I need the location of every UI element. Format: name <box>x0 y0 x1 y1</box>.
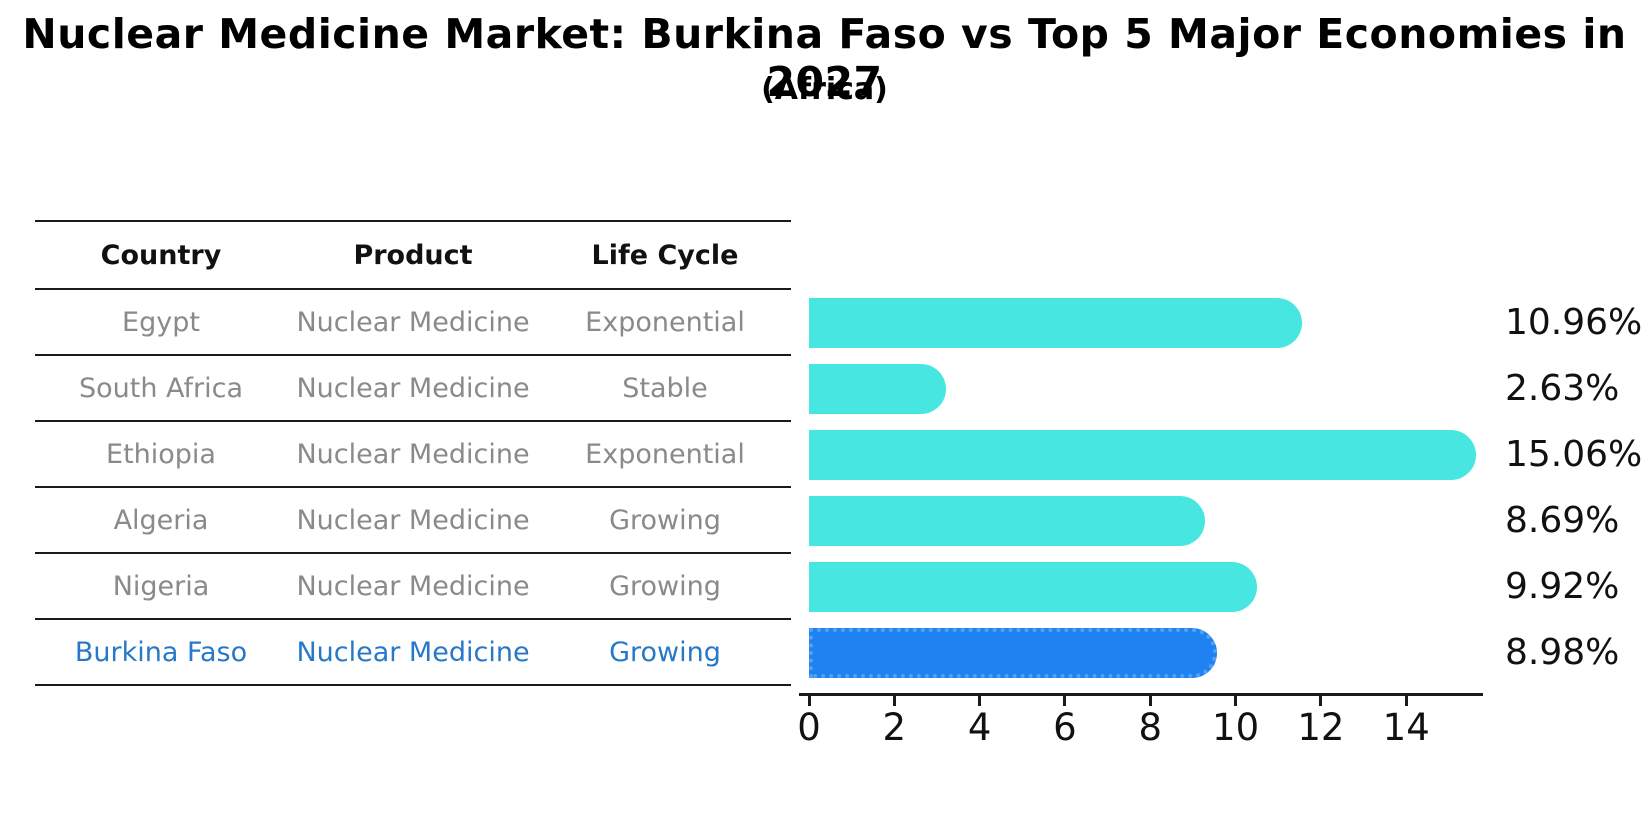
table-cell-product: Nuclear Medicine <box>296 306 530 338</box>
chart-title: Nuclear Medicine Market: Burkina Faso vs… <box>22 10 1627 106</box>
table-cell-product: Nuclear Medicine <box>296 438 530 470</box>
table-cell-product: Nuclear Medicine <box>296 636 530 668</box>
table-cell-country: Egypt <box>122 306 200 338</box>
x-axis-tick-label: 8 <box>1138 706 1163 749</box>
table-cell-country: Ethiopia <box>106 438 216 470</box>
table-header-life-cycle: Life Cycle <box>591 239 739 271</box>
bar <box>809 298 1302 348</box>
x-axis-spine <box>799 693 1483 696</box>
table-cell-life-cycle: Stable <box>622 372 708 404</box>
bar-highlight-burkina-faso <box>809 628 1218 678</box>
table-cell-product: Nuclear Medicine <box>296 372 530 404</box>
x-axis-tick <box>1319 696 1323 706</box>
table-row: Egypt Nuclear Medicine Exponential <box>35 290 791 356</box>
table-cell-life-cycle: Exponential <box>585 306 745 338</box>
bar <box>809 496 1205 546</box>
table-header-product: Product <box>353 239 473 271</box>
table-cell-country: Nigeria <box>112 570 210 602</box>
value-label: 2.63% <box>1505 368 1620 409</box>
x-axis-tick-label: 10 <box>1212 706 1260 749</box>
table-header-row: Country Product Life Cycle <box>35 222 791 290</box>
x-axis-tick <box>892 696 896 706</box>
table-cell-life-cycle: Growing <box>609 504 721 536</box>
table-cell-country: Burkina Faso <box>74 636 248 668</box>
x-axis-tick-label: 14 <box>1382 706 1430 749</box>
x-axis-tick-label: 12 <box>1297 706 1345 749</box>
country-table: Country Product Life Cycle Egypt Nuclear … <box>35 220 791 686</box>
table-cell-life-cycle: Growing <box>609 570 721 602</box>
table-cell-life-cycle: Growing <box>609 636 721 668</box>
bar <box>809 562 1258 612</box>
x-axis-tick-label: 6 <box>1053 706 1077 749</box>
table-cell-country: South Africa <box>78 372 244 404</box>
table-cell-country: Algeria <box>113 504 209 536</box>
table-header-country: Country <box>100 239 222 271</box>
chart-subtitle: (Africa) <box>761 72 888 107</box>
table-row: South Africa Nuclear Medicine Stable <box>35 356 791 422</box>
value-label: 10.96% <box>1505 302 1643 343</box>
table-body: Egypt Nuclear Medicine Exponential South Af… <box>35 290 791 686</box>
bar <box>809 364 947 414</box>
x-axis-tick <box>1234 696 1238 706</box>
x-axis-tick-label: 4 <box>967 706 992 749</box>
x-axis-tick <box>1404 696 1408 706</box>
x-axis-tick <box>1148 696 1152 706</box>
table-cell-product: Nuclear Medicine <box>296 570 530 602</box>
table-row: Algeria Nuclear Medicine Growing <box>35 488 791 554</box>
value-label: 9.92% <box>1505 566 1620 607</box>
x-axis-tick <box>1063 696 1067 706</box>
table-row: Ethiopia Nuclear Medicine Exponential <box>35 422 791 488</box>
value-label: 8.98% <box>1505 632 1620 673</box>
x-axis-tick-label: 2 <box>882 706 907 749</box>
value-label: 15.06% <box>1505 434 1643 475</box>
table-row: Burkina Faso Nuclear Medicine Growing <box>35 620 791 686</box>
table-cell-life-cycle: Exponential <box>585 438 745 470</box>
x-axis-tick <box>978 696 982 706</box>
table-cell-product: Nuclear Medicine <box>296 504 530 536</box>
table-row: Nigeria Nuclear Medicine Growing <box>35 554 791 620</box>
value-label: 8.69% <box>1505 500 1620 541</box>
x-axis-tick <box>807 696 811 706</box>
x-axis-tick-label: 0 <box>797 706 821 749</box>
bar <box>809 430 1477 480</box>
